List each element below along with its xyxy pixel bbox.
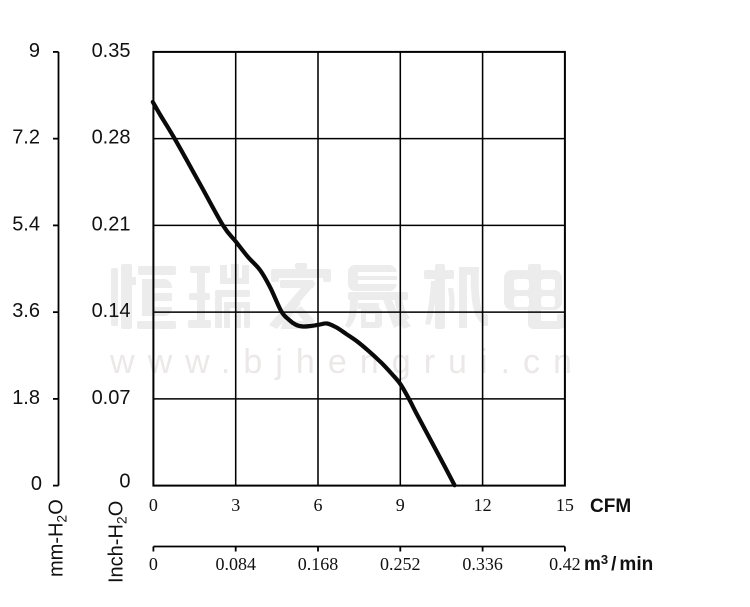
svg-text:CFM: CFM xyxy=(590,496,631,517)
svg-text:0.168: 0.168 xyxy=(298,554,339,574)
svg-text:0.42: 0.42 xyxy=(549,554,581,574)
svg-text:5.4: 5.4 xyxy=(12,214,40,236)
svg-text:12: 12 xyxy=(474,495,492,515)
svg-text:Inch-H2O: Inch-H2O xyxy=(106,501,130,583)
svg-text:0.21: 0.21 xyxy=(92,214,131,236)
svg-text:0.07: 0.07 xyxy=(92,387,131,409)
svg-text:0: 0 xyxy=(149,495,158,515)
svg-text:0.14: 0.14 xyxy=(92,300,131,322)
svg-text:0.35: 0.35 xyxy=(92,40,131,62)
svg-text:0.084: 0.084 xyxy=(215,554,256,574)
svg-text:0.28: 0.28 xyxy=(92,127,131,149)
svg-text:9: 9 xyxy=(29,40,40,62)
svg-text:mm-H2O: mm-H2O xyxy=(46,499,70,577)
svg-text:0: 0 xyxy=(31,473,42,495)
svg-text:3: 3 xyxy=(231,495,240,515)
svg-text:m3/min: m3/min xyxy=(584,552,653,575)
svg-text:3.6: 3.6 xyxy=(12,300,40,322)
svg-text:9: 9 xyxy=(396,495,405,515)
svg-text:0.252: 0.252 xyxy=(380,554,421,574)
svg-text:1.8: 1.8 xyxy=(12,387,40,409)
svg-text:15: 15 xyxy=(556,495,574,515)
svg-text:6: 6 xyxy=(314,495,323,515)
svg-text:0.336: 0.336 xyxy=(462,554,503,574)
svg-text:0: 0 xyxy=(149,554,158,574)
svg-text:7.2: 7.2 xyxy=(12,127,40,149)
svg-text:0: 0 xyxy=(119,471,130,493)
